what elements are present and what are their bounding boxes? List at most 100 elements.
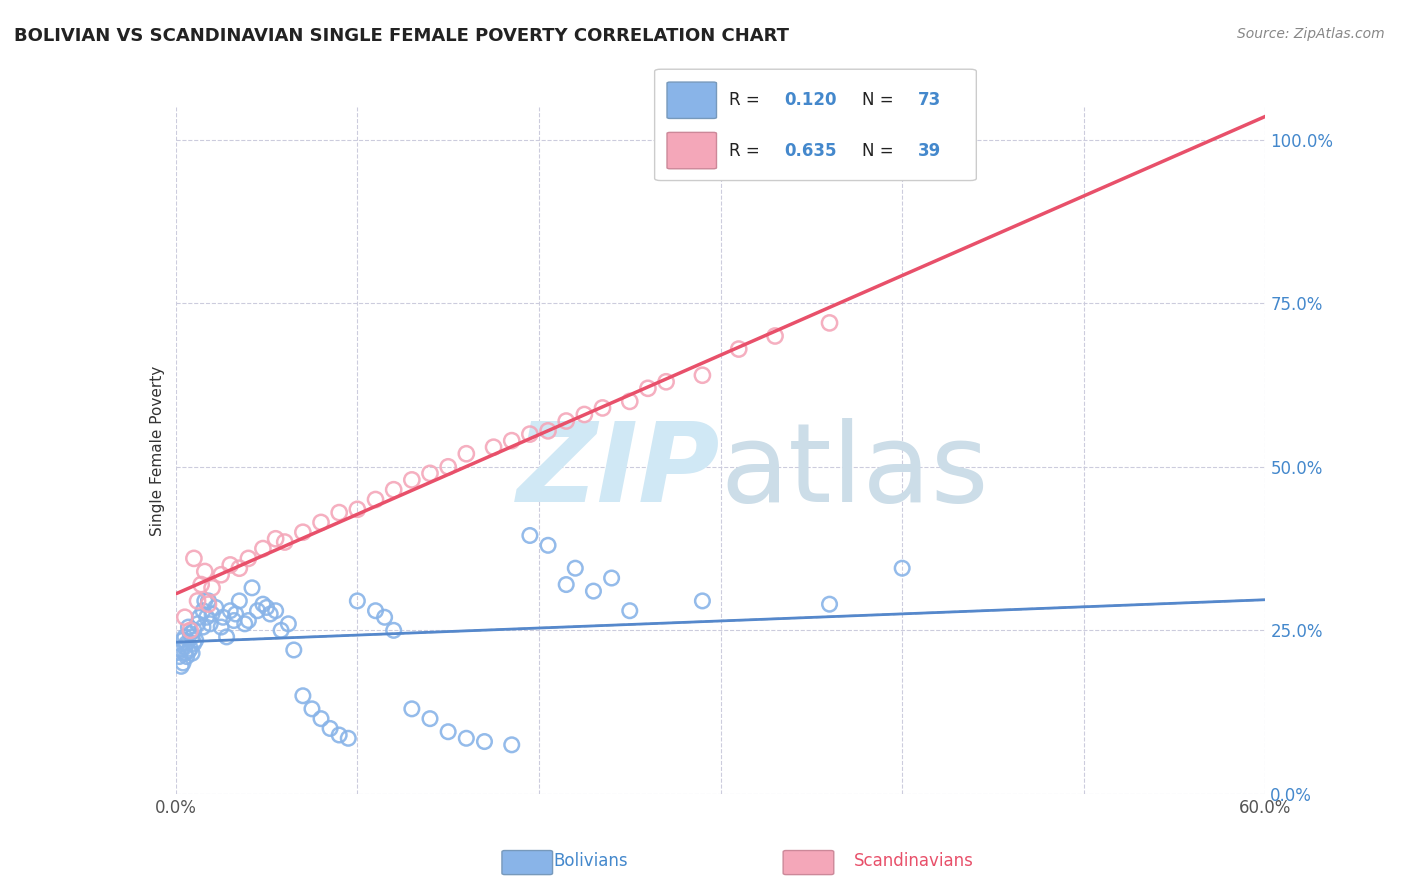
Point	[319, 722, 342, 736]
FancyBboxPatch shape	[666, 82, 717, 119]
Point	[692, 594, 714, 608]
Point	[219, 558, 242, 572]
Point	[186, 594, 209, 608]
Point	[309, 516, 332, 530]
Point	[186, 616, 209, 631]
Point	[177, 644, 200, 658]
Text: atlas: atlas	[721, 417, 988, 524]
FancyBboxPatch shape	[502, 851, 553, 874]
Point	[456, 731, 478, 746]
Text: N =: N =	[862, 91, 898, 109]
Point	[818, 597, 841, 611]
Point	[238, 614, 260, 628]
Point	[891, 561, 914, 575]
Point	[291, 689, 314, 703]
Point	[259, 607, 281, 621]
Text: Bolivians: Bolivians	[553, 852, 628, 870]
Point	[328, 728, 350, 742]
Point	[346, 502, 368, 516]
Point	[233, 616, 256, 631]
Point	[382, 624, 405, 638]
Point	[181, 646, 204, 660]
Point	[225, 607, 247, 621]
Point	[264, 532, 287, 546]
Point	[519, 427, 541, 442]
Point	[170, 643, 193, 657]
Point	[173, 630, 195, 644]
Point	[501, 738, 523, 752]
Y-axis label: Single Female Poverty: Single Female Poverty	[149, 366, 165, 535]
Point	[582, 584, 605, 599]
Point	[763, 329, 786, 343]
Point	[172, 656, 194, 670]
Point	[537, 424, 560, 438]
Point	[456, 447, 478, 461]
Point	[194, 594, 217, 608]
FancyBboxPatch shape	[666, 132, 717, 169]
Point	[170, 659, 193, 673]
Point	[301, 702, 323, 716]
Point	[619, 604, 641, 618]
Point	[219, 604, 242, 618]
FancyBboxPatch shape	[783, 851, 834, 874]
Point	[555, 577, 578, 591]
Text: Scandinavians: Scandinavians	[853, 852, 974, 870]
Point	[215, 630, 238, 644]
Point	[246, 604, 269, 618]
Text: 0.120: 0.120	[785, 91, 837, 109]
Point	[592, 401, 614, 415]
Point	[176, 636, 198, 650]
Point	[183, 624, 205, 638]
Point	[188, 610, 211, 624]
Point	[201, 607, 224, 621]
Point	[240, 581, 263, 595]
Point	[283, 643, 305, 657]
Point	[252, 597, 274, 611]
Point	[537, 538, 560, 552]
Point	[474, 734, 496, 748]
Text: 0.635: 0.635	[785, 142, 837, 160]
Point	[328, 506, 350, 520]
Point	[195, 610, 218, 624]
Point	[173, 610, 195, 624]
Point	[190, 577, 212, 591]
Point	[183, 636, 205, 650]
Point	[177, 620, 200, 634]
Point	[600, 571, 623, 585]
Text: R =: R =	[728, 142, 765, 160]
Point	[228, 594, 250, 608]
Point	[204, 600, 226, 615]
Point	[181, 630, 204, 644]
Point	[309, 712, 332, 726]
Point	[419, 712, 441, 726]
FancyBboxPatch shape	[655, 70, 976, 180]
Text: BOLIVIAN VS SCANDINAVIAN SINGLE FEMALE POVERTY CORRELATION CHART: BOLIVIAN VS SCANDINAVIAN SINGLE FEMALE P…	[14, 27, 789, 45]
Text: R =: R =	[728, 91, 765, 109]
Point	[419, 467, 441, 481]
Point	[574, 408, 596, 422]
Point	[619, 394, 641, 409]
Point	[179, 626, 201, 640]
Point	[346, 594, 368, 608]
Point	[173, 640, 195, 654]
Point	[277, 616, 299, 631]
Point	[501, 434, 523, 448]
Point	[401, 473, 423, 487]
Point	[176, 649, 198, 664]
Point	[291, 525, 314, 540]
Point	[519, 528, 541, 542]
Point	[191, 620, 214, 634]
Point	[382, 483, 405, 497]
Point	[197, 594, 219, 608]
Point	[256, 600, 278, 615]
Point	[564, 561, 586, 575]
Text: N =: N =	[862, 142, 898, 160]
Point	[197, 597, 219, 611]
Point	[364, 604, 387, 618]
Point	[264, 604, 287, 618]
Point	[655, 375, 678, 389]
Point	[274, 535, 297, 549]
Point	[692, 368, 714, 383]
Point	[228, 561, 250, 575]
Point	[183, 551, 205, 566]
